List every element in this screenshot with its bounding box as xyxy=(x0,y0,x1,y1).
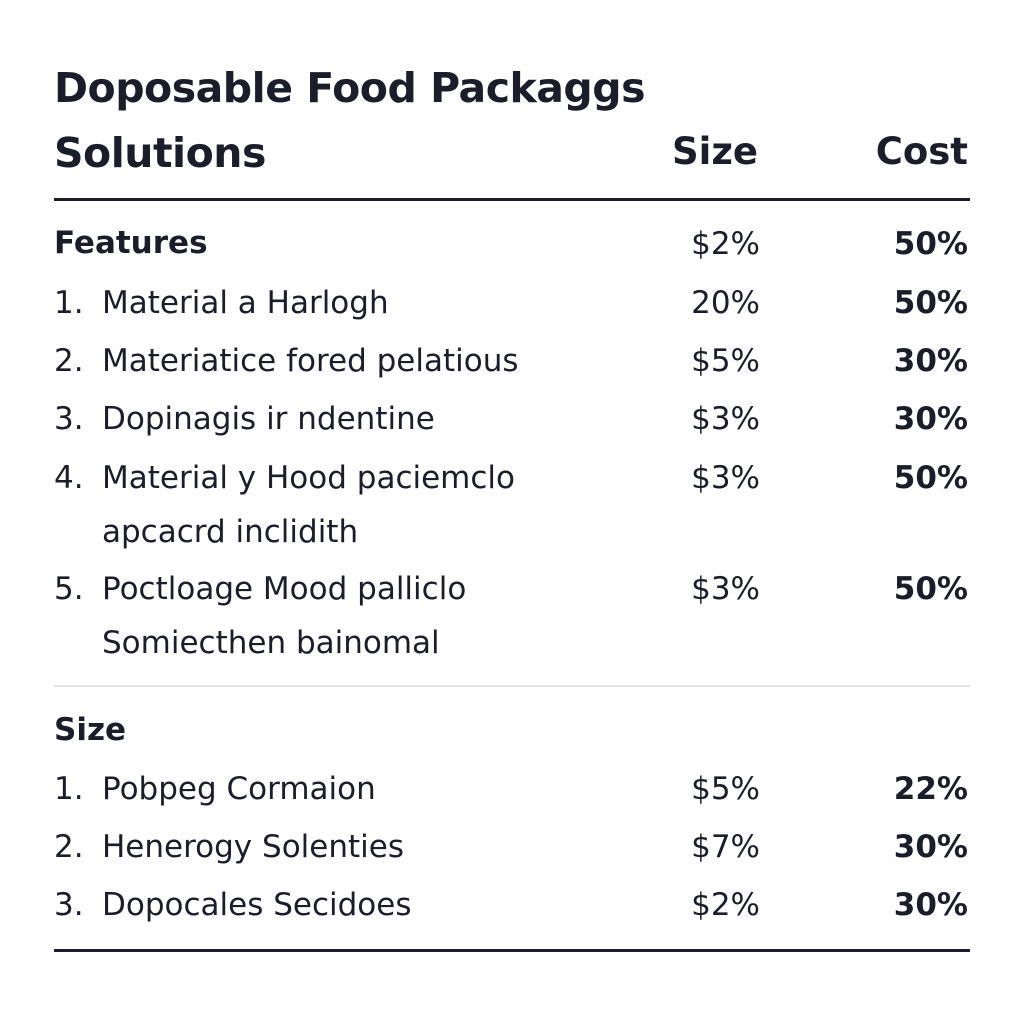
row-number: 3. xyxy=(54,401,84,437)
section-heading-size: Size xyxy=(54,712,127,748)
page-title-line-2: Solutions xyxy=(54,129,266,177)
row-label: Dopocales Secidoes xyxy=(102,887,412,923)
table-row: 5. Poctloage Mood palliclо Somiecthen ba… xyxy=(54,569,970,661)
row-cost-value: 30% xyxy=(893,829,968,865)
row-label: Material a Harlogh xyxy=(102,285,389,321)
row-cost-value: 22% xyxy=(893,771,968,807)
bottom-divider xyxy=(54,949,970,952)
row-label: Materiatice fored pelatious xyxy=(102,343,519,379)
page-title-line-1: Doposable Food Packaggs xyxy=(54,64,646,112)
row-size-value: $3% xyxy=(691,460,760,496)
row-label: Henerogy Solenties xyxy=(102,829,404,865)
column-header-size: Size xyxy=(672,130,758,173)
row-cost-value: 30% xyxy=(893,887,968,923)
row-label: Pobpeg Cormaion xyxy=(102,771,376,807)
row-label: Poctloage Mood palliclо Somiecthen baino… xyxy=(102,571,467,661)
row-number: 3. xyxy=(54,887,84,923)
row-number: 1. xyxy=(54,285,84,321)
row-size-value: $5% xyxy=(691,343,760,379)
column-header-cost: Cost xyxy=(875,130,968,173)
row-number: 5. xyxy=(54,571,84,607)
row-cost-value: 50% xyxy=(893,571,968,607)
table-row: 3. Dopinagis ir ndentine $3% 30% xyxy=(54,399,970,439)
row-size-value: $3% xyxy=(691,401,760,437)
section-heading-size-value: $2% xyxy=(691,226,760,262)
section-heading-cost-value: 50% xyxy=(893,226,968,262)
row-number: 1. xyxy=(54,771,84,807)
section-heading-values: $2% 50% xyxy=(54,224,970,264)
row-size-value: $2% xyxy=(691,887,760,923)
row-number: 2. xyxy=(54,829,84,865)
row-number: 2. xyxy=(54,343,84,379)
row-size-value: $3% xyxy=(691,571,760,607)
row-number: 4. xyxy=(54,460,84,496)
table-row: 2. Henerogy Solenties $7% 30% xyxy=(54,827,970,867)
row-label: Dopinagis ir ndentine xyxy=(102,401,435,437)
section-divider xyxy=(54,685,970,687)
top-divider xyxy=(54,198,970,201)
table-row: 1. Material a Harlogh 20% 50% xyxy=(54,283,970,323)
table-row: 4. Material y Hood paciemclo apcacrd inc… xyxy=(54,458,970,550)
row-label: Material y Hood paciemclo apcacrd inclid… xyxy=(102,460,515,550)
row-size-value: $5% xyxy=(691,771,760,807)
section-heading-features: Features xyxy=(54,225,208,261)
row-size-value: 20% xyxy=(691,285,760,321)
row-cost-value: 50% xyxy=(893,285,968,321)
table-row: 2. Materiatice fored pelatious $5% 30% xyxy=(54,341,970,381)
row-cost-value: 30% xyxy=(893,401,968,437)
table-row: 1. Pobpeg Cormaion $5% 22% xyxy=(54,769,970,809)
row-size-value: $7% xyxy=(691,829,760,865)
table-row: 3. Dopocales Secidoes $2% 30% xyxy=(54,885,970,925)
row-cost-value: 50% xyxy=(893,460,968,496)
row-cost-value: 30% xyxy=(893,343,968,379)
